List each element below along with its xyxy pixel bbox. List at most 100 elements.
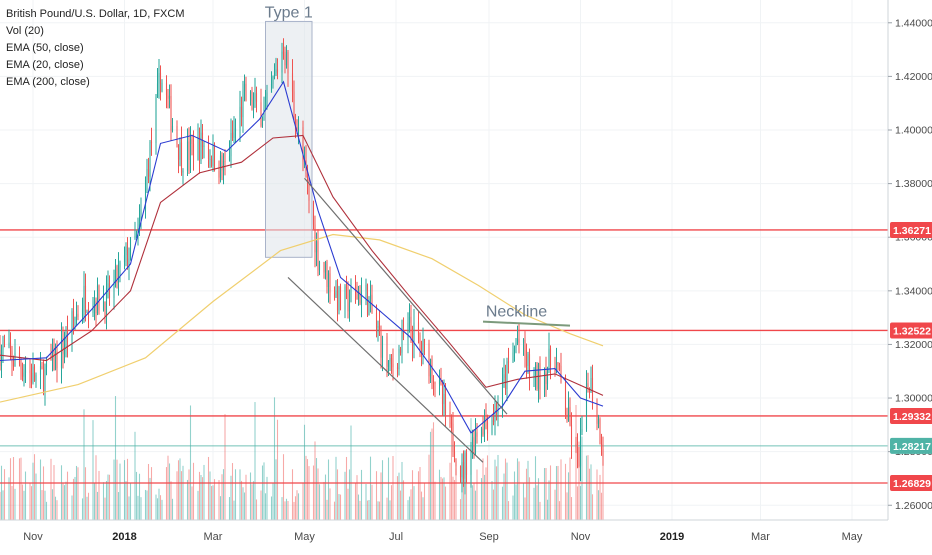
volume-bar-164 [344,471,346,520]
candle-body-71 [147,169,150,177]
candle-body-214 [449,412,451,416]
volume-bar-258 [539,501,541,520]
volume-bar-18 [35,473,37,520]
candle-body-133 [276,69,279,73]
candle-body-185 [387,361,390,367]
candle-body-221 [462,462,465,479]
candle-body-125 [261,120,264,126]
candle-body-63 [129,237,132,259]
volume-bar-78 [161,499,163,520]
volume-bar-94 [197,490,199,520]
volume-bar-284 [596,469,598,520]
time-tick-label-0: Nov [23,531,43,543]
volume-bar-28 [56,500,58,520]
candle-body-137 [285,52,288,66]
candle-body-202 [422,338,424,353]
volume-bar-260 [545,467,547,520]
volume-bar-148 [308,466,310,520]
type-1-box[interactable]: Type 1 [265,4,313,258]
volume-bar-48 [98,470,100,520]
volume-bar-257 [537,478,540,520]
candle-body-186 [389,358,391,362]
candle-body-216 [452,423,454,452]
volume-bar-117 [243,492,246,520]
volume-bar-219 [459,499,462,520]
volume-bar-108 [224,414,226,520]
candle-body-150 [314,224,316,253]
price-tick-label-3: 1.32000 [895,339,932,351]
candle-body-58 [119,262,121,268]
volume-bar-45 [93,482,96,520]
volume-bar-60 [125,481,127,520]
volume-bar-275 [576,486,579,520]
candle-body-116 [242,91,244,118]
volume-bar-253 [528,477,531,520]
candle-body-157 [327,273,330,288]
candle-body-171 [357,293,360,300]
candle-body-233 [486,422,489,434]
candle-body-28 [56,351,58,369]
candle-body-19 [39,366,42,375]
legend-study-ema20[interactable]: EMA (20, close) [6,59,84,71]
volume-bar-149 [312,465,315,520]
level-badge-1 [890,322,932,339]
volume-bar-225 [471,485,474,520]
volume-bar-1 [0,465,3,520]
candle-body-96 [200,132,202,161]
level-badge-label-4: 1.26829 [893,478,931,490]
volume-bar-66 [137,495,139,520]
legend-study-ema50[interactable]: EMA (50, close) [6,42,84,54]
candle-body-114 [239,106,241,129]
volume-bar-114 [239,469,241,520]
candle-body-31 [63,345,66,355]
candle-body-65 [135,233,138,237]
candle-body-68 [140,209,142,220]
volume-bar-144 [302,482,304,520]
candle-body-87 [180,142,183,173]
volume-bar-58 [119,463,121,520]
volume-bar-155 [324,474,327,520]
volume-bar-171 [357,494,360,520]
candle-body-132 [275,69,277,74]
volume-bar-135 [282,454,285,520]
ema-50-line [0,134,604,396]
volume-bar-269 [564,463,567,520]
volume-bar-56 [116,459,118,520]
volume-bar-68 [140,497,142,520]
legend-study-vol[interactable]: Vol (20) [6,25,44,37]
candle-body-200 [419,335,421,343]
volume-bar-210 [440,476,442,520]
volume-bar-133 [276,419,279,520]
price-tick-label-6: 1.38000 [895,178,932,190]
volume-bar-267 [558,501,561,520]
volume-bar-71 [147,463,150,520]
volume-bar-49 [102,482,105,520]
volume-bar-204 [428,454,430,520]
candle-body-191 [399,348,402,353]
candle-body-253 [528,354,531,378]
candle-body-128 [266,92,268,106]
candle-body-134 [281,51,283,73]
candle-body-93 [192,143,195,160]
trend-drawings[interactable]: Neckline [287,177,571,463]
volume-bar-83 [171,498,174,520]
candle-body-288 [602,448,604,458]
legend-study-ema200[interactable]: EMA (200, close) [6,76,90,88]
candle-body-184 [386,336,388,367]
candle-body-217 [453,451,456,462]
volume-bar-55 [114,396,117,520]
volume-bar-252 [527,460,529,520]
candle-body-80 [167,95,169,99]
volume-bar-107 [222,469,225,520]
volume-bar-72 [149,477,151,520]
volume-bar-214 [449,462,451,520]
candle-body-259 [543,372,546,390]
volume-bar-128 [266,476,268,520]
candle-body-115 [240,106,243,118]
volume-bar-243 [507,501,510,520]
candle-body-44 [92,307,94,314]
legend-title[interactable]: British Pound/U.S. Dollar, 1D, FXCM [6,8,185,20]
volume-bar-232 [485,467,487,520]
time-axis[interactable]: Nov 2018 Mar May Jul Sep Nov 2019 Mar May [0,519,888,543]
